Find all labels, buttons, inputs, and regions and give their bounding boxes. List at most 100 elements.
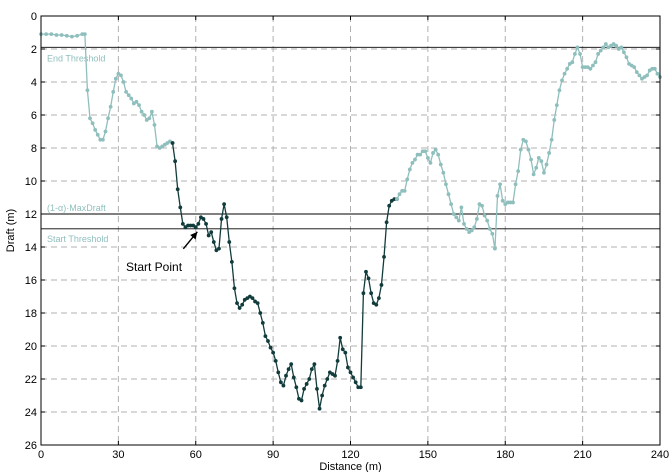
data-point	[64, 33, 69, 38]
data-point	[180, 222, 185, 226]
data-point	[547, 151, 551, 155]
data-point	[134, 99, 139, 104]
data-point	[250, 296, 255, 301]
data-point	[348, 370, 353, 375]
data-point	[219, 217, 224, 221]
grid-lines	[41, 16, 660, 445]
data-point	[170, 141, 175, 145]
data-point	[523, 139, 528, 144]
data-point	[276, 370, 281, 375]
data-point	[304, 382, 309, 386]
data-point	[312, 362, 317, 367]
x-tick-label: 150	[419, 449, 437, 461]
data-point	[101, 137, 105, 142]
data-point	[281, 383, 286, 388]
data-point	[335, 358, 340, 363]
data-point	[278, 380, 283, 385]
data-point	[139, 109, 144, 114]
data-point	[325, 377, 330, 381]
y-tick-label: 2	[31, 44, 37, 56]
data-point	[340, 347, 345, 352]
data-point	[70, 34, 74, 39]
data-point	[539, 159, 544, 164]
data-point	[554, 103, 559, 107]
data-point	[343, 350, 348, 355]
data-point	[85, 88, 90, 93]
data-point	[124, 90, 129, 94]
data-point	[152, 123, 157, 127]
data-point	[645, 73, 649, 78]
x-tick-label: 0	[38, 449, 44, 461]
data-point	[209, 230, 214, 235]
data-point	[374, 302, 379, 307]
y-tick-label: 4	[31, 77, 37, 89]
y-tick-label: 22	[25, 374, 37, 386]
data-point	[369, 291, 374, 296]
data-point	[588, 66, 593, 71]
data-point	[395, 197, 399, 202]
data-point	[222, 202, 227, 207]
data-point	[317, 406, 322, 411]
axis-ticks: 0 30 60 90 120 150 180 210 240024681012141618202…	[25, 11, 669, 461]
x-tick-label: 120	[341, 449, 359, 461]
data-point	[534, 165, 539, 170]
data-point	[376, 296, 381, 301]
data-point	[229, 259, 234, 264]
data-point	[193, 225, 198, 230]
data-point	[562, 71, 567, 76]
data-point	[294, 385, 299, 390]
data-point	[451, 212, 456, 216]
data-point	[106, 116, 110, 121]
data-point	[90, 121, 95, 126]
x-tick-label: 210	[573, 449, 591, 461]
data-point	[260, 321, 265, 325]
y-tick-label: 6	[31, 110, 37, 122]
data-point	[103, 129, 108, 134]
data-point	[655, 71, 660, 76]
data-point	[591, 63, 595, 68]
data-point	[397, 192, 402, 197]
data-point	[632, 65, 637, 70]
data-point	[237, 306, 242, 310]
data-point	[578, 52, 582, 56]
data-point	[379, 283, 384, 287]
data-point	[382, 255, 386, 259]
y-tick-label: 24	[25, 407, 37, 419]
data-point	[446, 192, 451, 197]
data-point	[402, 189, 407, 193]
data-point	[108, 104, 113, 109]
data-point	[614, 43, 619, 48]
data-point	[456, 218, 461, 223]
data-point	[88, 116, 92, 121]
x-tick-label: 90	[267, 449, 279, 461]
x-tick-label: 240	[651, 449, 669, 461]
y-tick-label: 26	[25, 440, 37, 452]
y-tick-label: 18	[25, 308, 37, 320]
data-point	[428, 160, 433, 165]
data-point	[575, 45, 580, 50]
data-point	[59, 33, 64, 37]
data-point	[485, 218, 490, 223]
data-point	[129, 96, 134, 101]
data-point	[487, 226, 492, 231]
data-point	[204, 222, 208, 226]
data-point	[410, 160, 415, 165]
data-point	[436, 152, 441, 157]
threshold-label: (1-α)·MaxDraft	[47, 203, 106, 213]
data-point	[493, 246, 497, 251]
data-point	[542, 170, 546, 175]
data-point	[366, 276, 371, 281]
data-point	[173, 159, 178, 164]
x-tick-label: 30	[112, 449, 124, 461]
data-point	[516, 169, 521, 174]
data-point	[552, 118, 557, 122]
data-point	[557, 88, 562, 93]
data-point	[464, 226, 469, 231]
data-point	[113, 76, 118, 81]
data-point	[119, 73, 123, 78]
data-point	[438, 162, 443, 167]
data-point	[454, 215, 459, 220]
data-point	[364, 269, 368, 274]
y-tick-label: 20	[25, 341, 37, 353]
start-point-arrowhead	[190, 231, 198, 240]
